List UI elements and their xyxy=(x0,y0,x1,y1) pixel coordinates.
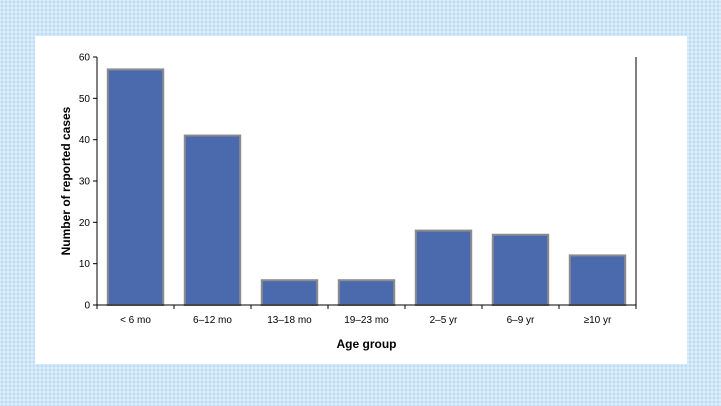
bar-0 xyxy=(106,68,165,307)
bar-5 xyxy=(491,233,550,307)
bar-1 xyxy=(183,134,242,306)
y-axis-title: Number of reported cases xyxy=(59,106,73,255)
y-tick-label: 60 xyxy=(79,53,91,64)
bars xyxy=(106,68,627,307)
x-tick-label: 2–5 yr xyxy=(430,315,458,326)
x-tick-label: ≥10 yr xyxy=(584,315,612,326)
x-tick-label: 13–18 mo xyxy=(267,315,312,326)
x-tick-label: 6–12 mo xyxy=(193,315,232,326)
y-tick-label: 30 xyxy=(79,177,91,188)
x-axis-ticks: < 6 mo 6–12 mo 13–18 mo 19–23 mo 2–5 yr 6–9 y… xyxy=(96,305,637,326)
y-tick-label: 10 xyxy=(79,259,91,270)
bar-3 xyxy=(337,279,396,307)
x-tick-label: < 6 mo xyxy=(120,315,151,326)
y-tick-label: 20 xyxy=(79,218,91,229)
y-tick-label: 40 xyxy=(79,135,91,146)
y-tick-label: 0 xyxy=(84,301,90,312)
bar-6 xyxy=(568,254,627,306)
bar-2 xyxy=(260,279,319,307)
x-tick-label: 6–9 yr xyxy=(507,315,535,326)
bar-4 xyxy=(414,229,473,307)
y-tick-label: 50 xyxy=(79,94,91,105)
x-tick-label: 19–23 mo xyxy=(344,315,389,326)
y-axis-ticks: 0 10 20 30 40 50 60 xyxy=(79,53,97,312)
x-axis-title: Age group xyxy=(337,337,397,351)
